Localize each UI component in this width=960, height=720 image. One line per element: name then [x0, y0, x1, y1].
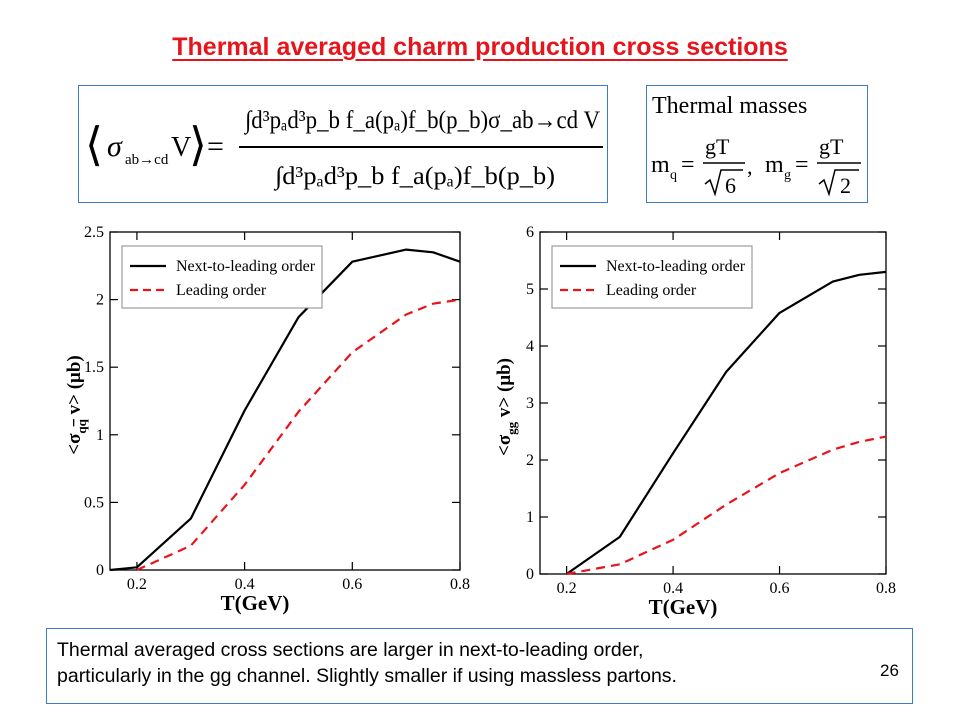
y-label-pre: <σ	[494, 434, 515, 456]
masses-heading: Thermal masses	[652, 93, 807, 119]
formula-lhs-subscript: ab→cd	[125, 152, 169, 168]
x-tick-label: 0.4	[235, 576, 255, 593]
y-label-sub: q	[74, 426, 89, 434]
masses-comma: ,	[747, 154, 753, 179]
summary-line-1: Thermal averaged cross sections are larg…	[57, 639, 644, 661]
legend-box	[121, 245, 323, 309]
y-label-sub: gg	[504, 421, 519, 435]
summary-note: Thermal averaged cross sections are larg…	[46, 628, 913, 704]
mq-sqrt-sign	[704, 169, 743, 197]
formula-lhs-sigma: σ	[107, 130, 123, 163]
legend-box	[551, 245, 753, 309]
mq-equals: =	[681, 152, 695, 178]
y-tick-label: 2	[526, 452, 534, 469]
cross-section-formula: ⟨ σ ab→cd V ⟩ = ∫d³pₐd³p_b f_a(pₐ)f_b(p_…	[78, 85, 608, 203]
summary-line-2: particularly in the gg channel. Slightly…	[57, 665, 677, 687]
y-tick-label: 0	[526, 566, 534, 583]
x-tick-label: 0.6	[770, 580, 790, 597]
formula-numerator: ∫d³pₐd³p_b f_a(pₐ)f_b(p_b)σ_ab→cd V	[243, 107, 600, 135]
mq-label: m	[651, 152, 670, 178]
y-tick-label: 3	[526, 395, 534, 412]
mq-subscript: q	[670, 168, 677, 183]
x-tick-label: 0.2	[557, 580, 577, 597]
y-label-post: v> (μb)	[494, 358, 515, 422]
mg-root: 2	[840, 173, 851, 198]
x-axis-label: T(GeV)	[649, 595, 718, 619]
slide-title: Thermal averaged charm production cross …	[172, 33, 788, 61]
y-axis-label: <σgg v> (μb)	[494, 358, 519, 456]
x-tick-label: 0.2	[127, 576, 147, 593]
mg-subscript: g	[784, 168, 791, 183]
series-line-next-to-leading-order	[565, 270, 887, 575]
series-line-leading-order	[136, 298, 461, 572]
legend-label: Next-to-leading order	[176, 258, 316, 275]
mg-numerator: gT	[819, 134, 844, 159]
formula-lhs-v: V	[171, 132, 191, 163]
formula-denominator: ∫d³pₐd³p_b f_a(pₐ)f_b(p_b)	[273, 163, 555, 191]
mq-root: 6	[725, 173, 736, 198]
y-axis-label: <σqq v> (μb)	[64, 355, 89, 454]
formula-left-angle: ⟨	[85, 119, 103, 170]
x-tick-label: 0.6	[342, 576, 362, 593]
y-tick-label: 0	[96, 562, 104, 579]
y-tick-label: 0.5	[84, 494, 104, 511]
y-tick-label: 5	[526, 281, 534, 298]
formula-equals: =	[207, 130, 224, 163]
y-tick-label: 1.5	[84, 359, 104, 376]
y-label-pre: <σ	[64, 433, 85, 455]
formula-right-angle: ⟩	[189, 119, 207, 170]
legend-label: Next-to-leading order	[606, 258, 746, 275]
mg-label: m	[765, 152, 784, 178]
y-label-post: v> (μb)	[64, 355, 85, 419]
mg-sqrt-sign	[818, 169, 859, 197]
x-tick-label: 0.8	[450, 576, 470, 593]
x-tick-label: 0.4	[663, 580, 683, 597]
series-line-next-to-leading-order	[109, 248, 461, 572]
series-line-leading-order	[566, 435, 887, 576]
y-tick-label: 2.5	[84, 224, 104, 241]
x-axis-label: T(GeV)	[221, 591, 290, 615]
y-tick-label: 6	[526, 224, 534, 241]
y-tick-label: 1	[526, 509, 534, 526]
plot-frame	[109, 231, 461, 571]
legend-label: Leading order	[176, 282, 267, 299]
qq-cross-section-chart: 0.2 0.4 0.6 0.800.511.522.5T(GeV)<σqq v> (μ…	[64, 224, 470, 615]
mg-equals: =	[795, 152, 809, 178]
thermal-masses-box: Thermal masses m q = gT 6 , m g = gT 2	[646, 85, 868, 203]
y-tick-label: 2	[96, 292, 104, 309]
mq-numerator: gT	[705, 134, 730, 159]
y-tick-label: 1	[96, 427, 104, 444]
legend-label: Leading order	[606, 282, 697, 299]
x-tick-label: 0.8	[876, 580, 896, 597]
y-tick-label: 4	[526, 338, 534, 355]
gg-cross-section-chart: 0.2 0.4 0.6 0.8 0 1 2 3 4 5 6 T(GeV) <σgg v> (μb) Nex…	[494, 224, 896, 619]
y-label-subbar: q	[74, 418, 89, 426]
page-number: 26	[880, 661, 899, 680]
